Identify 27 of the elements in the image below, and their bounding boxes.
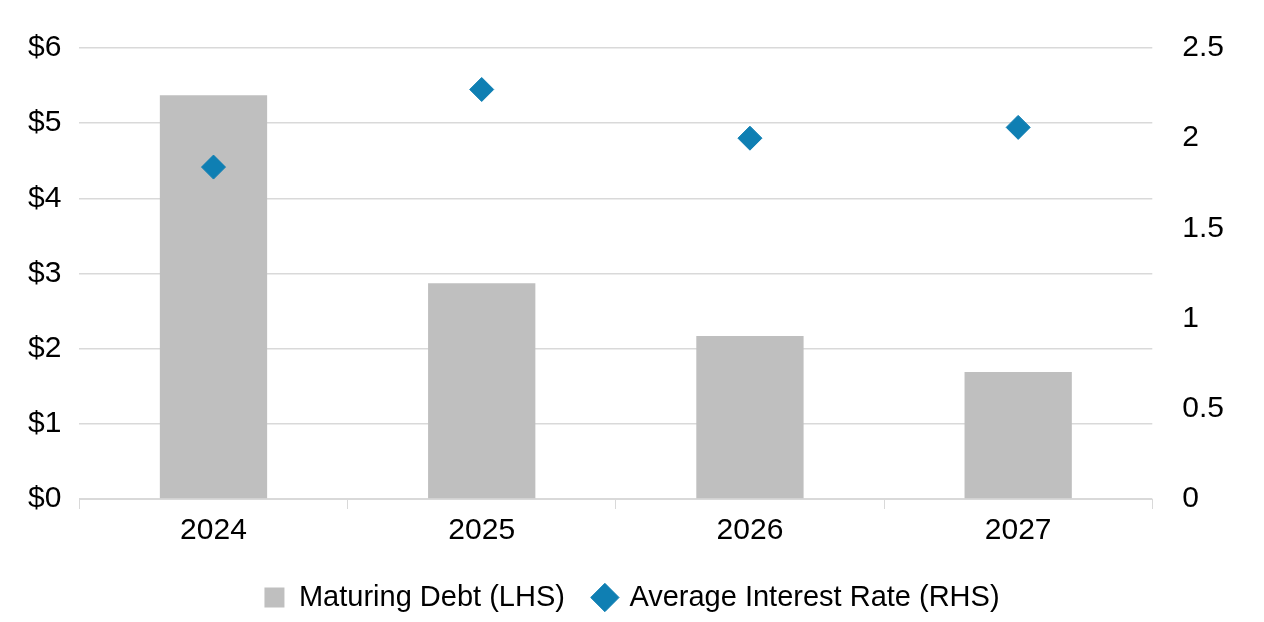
bar [964,371,1072,499]
x-tick-label: 2026 [716,512,784,546]
point [737,125,763,151]
x-tick-label: 2024 [180,512,247,546]
x-tick-label: 2027 [984,512,1052,546]
y2-tick-label: 2.5 [1182,29,1225,63]
bar [696,335,804,499]
point [200,154,226,180]
y-tick-label: $1 [27,405,62,439]
point [1005,114,1031,140]
bar [159,95,268,499]
y-tick-label: $6 [27,29,62,63]
y2-tick-label: 0.5 [1182,390,1225,424]
x-tick-label: 2025 [448,512,516,546]
y-tick-label: $2 [27,329,62,363]
point [469,76,495,102]
y-tick-label: $0 [27,480,62,514]
y-tick-label: $4 [27,179,62,213]
bar [428,283,536,499]
y2-tick-label: 1.5 [1182,209,1225,243]
y2-tick-label: 0 [1182,480,1199,514]
legend-label: Maturing Debt (LHS) [298,579,565,612]
legend-label: Average Interest Rate (RHS) [629,579,1000,612]
y2-tick-label: 1 [1182,299,1199,333]
y2-tick-label: 2 [1182,119,1199,153]
y-tick-label: $3 [27,254,62,288]
y-tick-label: $5 [27,104,62,138]
